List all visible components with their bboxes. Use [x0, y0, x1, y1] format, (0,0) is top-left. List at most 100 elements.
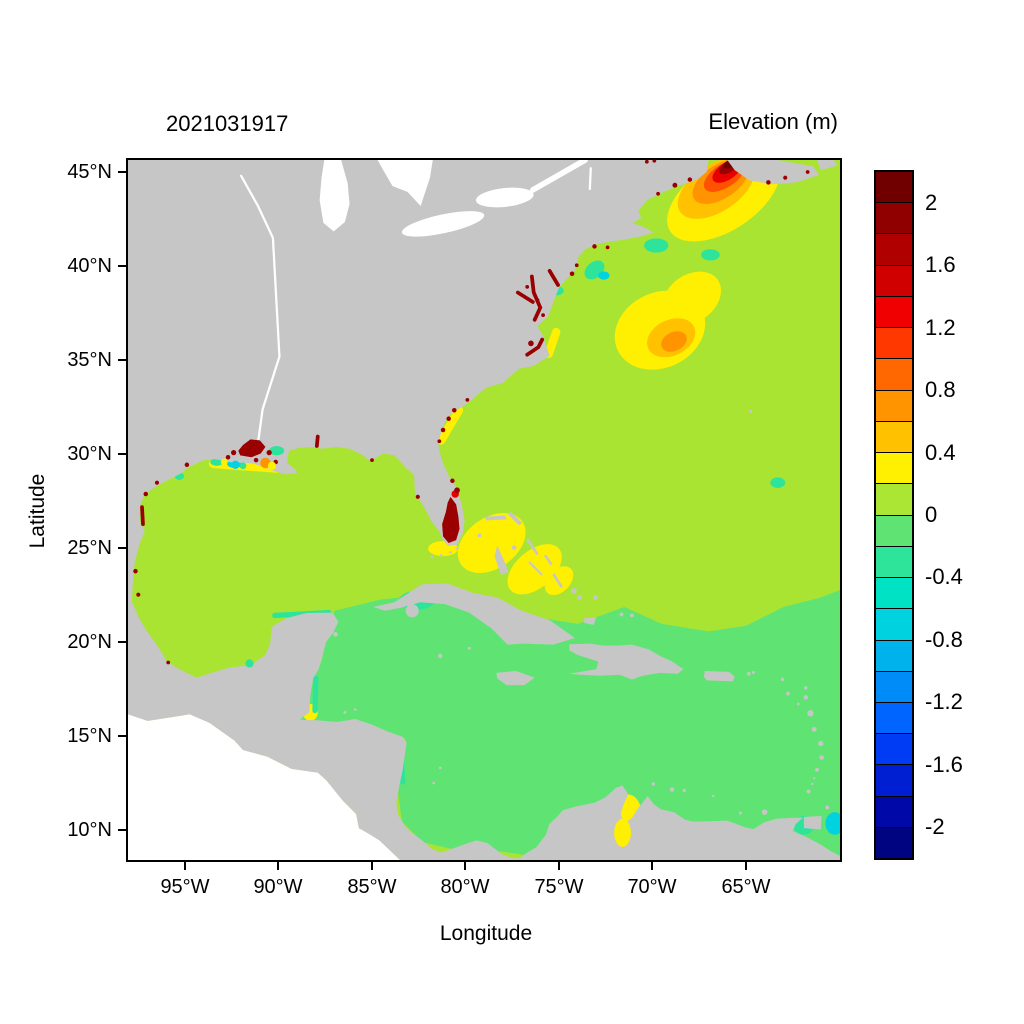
laguna-madre-cells — [140, 505, 145, 527]
mississippi-river — [239, 174, 281, 445]
colorbar-cell — [876, 327, 912, 359]
puerto-rico-island — [703, 670, 735, 682]
x-tick-label: 70°W — [627, 876, 677, 898]
lake-maracaibo-high — [614, 818, 631, 848]
lake-ontario — [475, 187, 534, 208]
colorbar-label: 0 — [925, 502, 938, 527]
colorbar-label: 2 — [925, 190, 938, 215]
y-tick-label: 20°N — [67, 631, 112, 653]
colorbar-cell — [876, 639, 912, 671]
x-tick-mark — [651, 861, 653, 870]
y-tick-mark — [118, 265, 127, 267]
colorbar-label: -1.6 — [925, 752, 963, 777]
y-tick-label: 30°N — [67, 443, 112, 465]
x-tick-mark — [558, 861, 560, 870]
st-lawrence-river — [529, 160, 588, 193]
map-canvas — [128, 160, 840, 860]
y-tick-mark — [118, 171, 127, 173]
x-tick-mark — [371, 861, 373, 870]
laguna-terminos — [245, 659, 254, 668]
landmass — [128, 160, 840, 860]
x-tick-mark — [745, 861, 747, 870]
colorbar-label: 1.6 — [925, 252, 956, 277]
x-tick-mark — [184, 861, 186, 870]
colorbar-cell — [876, 608, 912, 640]
louisiana-extreme-cells — [238, 439, 266, 458]
y-tick-mark — [118, 735, 127, 737]
colorbar-cell — [876, 358, 912, 390]
small-islands — [333, 409, 753, 785]
colorbar-cell — [876, 233, 912, 265]
y-tick-label: 25°N — [67, 537, 112, 559]
pamlico-sound-cells — [525, 337, 545, 357]
x-tick-label: 90°W — [253, 876, 303, 898]
colorbar-cell — [876, 670, 912, 702]
colorbar-cell — [876, 389, 912, 421]
jamaica-island — [496, 670, 535, 686]
lake-huron — [377, 160, 433, 206]
x-tick-label: 80°W — [440, 876, 490, 898]
colorbar-title: Elevation (m) — [708, 109, 838, 134]
y-tick-label: 15°N — [67, 725, 112, 747]
colorbar-cell — [876, 733, 912, 765]
lake-michigan — [319, 160, 350, 232]
colorbar-cell — [876, 826, 912, 859]
nova-scotia-land — [727, 160, 819, 185]
y-tick-label: 45°N — [67, 161, 112, 183]
colorbar-cell — [876, 452, 912, 484]
y-tick-label: 35°N — [67, 349, 112, 371]
cape-breton-land — [817, 160, 838, 171]
bahamas-islands — [477, 511, 634, 625]
colorbar-label: 0.4 — [925, 440, 956, 465]
x-tick-mark — [277, 861, 279, 870]
x-tick-label: 75°W — [534, 876, 584, 898]
colorbar-cell — [876, 202, 912, 234]
x-axis-label: Longitude — [439, 922, 533, 945]
colorbar-cell — [876, 172, 912, 203]
lesser-antilles-islands — [651, 670, 830, 830]
colorbar-label: -0.8 — [925, 627, 963, 652]
y-tick-label: 40°N — [67, 255, 112, 277]
colorbar-label: 0.8 — [925, 377, 956, 402]
colorbar-cell — [876, 764, 912, 796]
inland-water-anomalies — [245, 445, 631, 848]
plot-frame — [126, 158, 842, 862]
hispaniola-island — [569, 643, 684, 680]
x-tick-label: 65°W — [721, 876, 771, 898]
y-tick-mark — [118, 359, 127, 361]
cuba-island — [372, 583, 575, 645]
extreme-coastal-cells — [133, 160, 810, 665]
colorbar-cell — [876, 795, 912, 827]
y-tick-label: 10°N — [67, 819, 112, 841]
y-tick-mark — [118, 547, 127, 549]
x-tick-label: 95°W — [160, 876, 210, 898]
florida-extreme-cells — [442, 496, 460, 543]
great-lakes-and-rivers — [239, 160, 592, 445]
lake-pontchartrain — [269, 445, 285, 456]
pacific-no-data — [128, 714, 401, 860]
y-axis-label: Latitude — [26, 473, 49, 549]
colorbar-cell — [876, 264, 912, 296]
y-tick-mark — [118, 829, 127, 831]
x-tick-mark — [464, 861, 466, 870]
mobile-bay-cells — [314, 434, 320, 448]
colorbar-cell — [876, 295, 912, 328]
lake-champlain — [588, 167, 592, 191]
lake-erie — [401, 211, 485, 237]
timestamp-title: 2021031917 — [166, 111, 289, 136]
colorbar-label: -0.4 — [925, 564, 963, 589]
y-tick-mark — [118, 453, 127, 455]
colorbar-cell — [876, 545, 912, 578]
caribbean-low-region — [300, 590, 840, 860]
colorbar-cell — [876, 577, 912, 609]
colorbar-label: 1.2 — [925, 315, 956, 340]
colorbar — [874, 170, 914, 860]
y-tick-mark — [118, 641, 127, 643]
colorbar-label: -2 — [925, 814, 945, 839]
colorbar-cell — [876, 701, 912, 734]
north-america-landmass — [128, 160, 840, 860]
colorbar-cell — [876, 483, 912, 515]
colorbar-label: -1.2 — [925, 689, 963, 714]
colorbar-cell — [876, 420, 912, 453]
